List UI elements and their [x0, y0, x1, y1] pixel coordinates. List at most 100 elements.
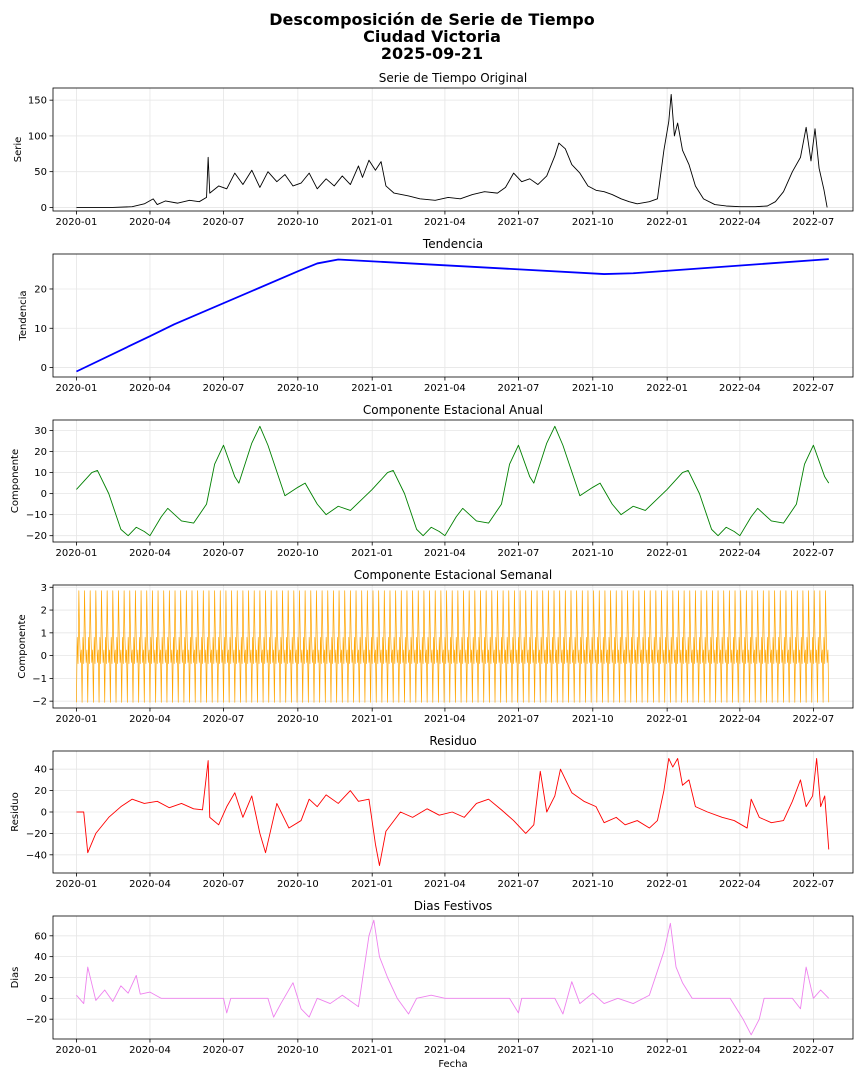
x-tick-label: 2022-07	[793, 548, 835, 559]
x-tick-label: 2020-07	[203, 714, 245, 725]
x-tick-label: 2021-10	[572, 217, 614, 228]
x-tick-label: 2021-01	[351, 383, 393, 394]
x-tick-label: 2022-01	[646, 714, 688, 725]
subplot-title: Serie de Tiempo Original	[379, 71, 527, 85]
y-tick-label: −2	[32, 697, 47, 708]
y-axis-label: Componente	[10, 449, 21, 513]
y-axis-label: Componente	[17, 614, 28, 678]
series-line	[76, 425, 830, 537]
x-tick-label: 2021-10	[572, 1045, 614, 1056]
y-tick-label: 40	[34, 952, 47, 963]
x-tick-label: 2022-04	[719, 1045, 761, 1056]
figure-title-line-1: Descomposición de Serie de Tiempo	[269, 10, 595, 29]
x-tick-label: 2021-04	[424, 383, 466, 394]
y-tick-label: 2	[41, 606, 47, 617]
y-tick-label: 0	[41, 203, 47, 214]
subplot-title: Componente Estacional Anual	[363, 403, 543, 417]
subplot-title: Componente Estacional Semanal	[354, 568, 552, 582]
x-tick-label: 2022-04	[719, 217, 761, 228]
y-tick-label: 60	[34, 931, 47, 942]
x-tick-label: 2021-01	[351, 548, 393, 559]
y-axis-label: Dias	[10, 967, 21, 989]
y-tick-label: 3	[41, 583, 47, 594]
subplot-4: 2020-01 2020-04 2020-07 2020-10 2021-01 2021-…	[17, 568, 854, 725]
subplot-3: 2020-01 2020-04 2020-07 2020-10 2021-01 2021-…	[10, 403, 854, 559]
x-tick-label: 2021-04	[424, 1045, 466, 1056]
y-tick-label: 10	[34, 324, 47, 335]
x-tick-label: 2022-07	[793, 1045, 835, 1056]
y-tick-label: −20	[26, 1015, 47, 1026]
y-tick-label: −20	[26, 531, 47, 542]
x-tick-label: 2022-04	[719, 383, 761, 394]
x-tick-label: 2020-07	[203, 1045, 245, 1056]
figure-title-line-3: 2025-09-21	[380, 44, 484, 63]
x-tick-label: 2020-04	[129, 1045, 171, 1056]
x-tick-label: 2021-10	[572, 383, 614, 394]
series-line	[76, 919, 830, 1036]
x-tick-label: 2021-10	[572, 548, 614, 559]
y-tick-label: 0	[41, 651, 47, 662]
x-tick-label: 2021-07	[498, 879, 540, 890]
x-tick-label: 2021-04	[424, 548, 466, 559]
x-tick-label: 2022-01	[646, 383, 688, 394]
x-tick-label: 2022-07	[793, 383, 835, 394]
x-tick-label: 2020-04	[129, 548, 171, 559]
x-tick-label: 2020-01	[56, 383, 98, 394]
x-tick-label: 2022-01	[646, 217, 688, 228]
y-tick-label: 0	[41, 489, 47, 500]
x-tick-label: 2022-01	[646, 1045, 688, 1056]
axes-frame	[52, 253, 854, 378]
x-tick-label: 2022-07	[793, 714, 835, 725]
y-tick-label: 150	[28, 96, 47, 107]
x-tick-label: 2020-01	[56, 1045, 98, 1056]
subplot-1: 2020-01 2020-04 2020-07 2020-10 2021-01 2021-…	[13, 71, 854, 228]
y-tick-label: 0	[41, 363, 47, 374]
axes-frame	[52, 419, 854, 543]
y-tick-label: 0	[41, 994, 47, 1005]
x-tick-label: 2020-01	[56, 217, 98, 228]
x-tick-label: 2021-04	[424, 217, 466, 228]
x-tick-label: 2020-04	[129, 383, 171, 394]
x-tick-label: 2020-10	[277, 383, 319, 394]
subplot-title: Tendencia	[422, 237, 483, 251]
x-tick-label: 2020-07	[203, 217, 245, 228]
x-tick-label: 2022-07	[793, 217, 835, 228]
x-tick-label: 2021-07	[498, 714, 540, 725]
axes-frame	[52, 87, 854, 212]
y-tick-label: 0	[41, 808, 47, 819]
y-tick-label: −1	[32, 674, 47, 685]
y-tick-label: 40	[34, 765, 47, 776]
subplot-title: Dias Festivos	[414, 899, 493, 913]
subplot-2: 2020-01 2020-04 2020-07 2020-10 2021-01 2021-…	[18, 237, 854, 394]
x-tick-label: 2021-04	[424, 714, 466, 725]
x-tick-label: 2020-04	[129, 217, 171, 228]
y-tick-label: 30	[34, 426, 47, 437]
subplot-6: 2020-01 2020-04 2020-07 2020-10 2021-01 2021-…	[10, 899, 854, 1070]
x-tick-label: 2020-01	[56, 714, 98, 725]
x-tick-label: 2020-01	[56, 548, 98, 559]
x-tick-label: 2021-01	[351, 1045, 393, 1056]
x-axis-label: Fecha	[438, 1059, 467, 1070]
x-tick-label: 2020-07	[203, 548, 245, 559]
axes-frame	[52, 584, 854, 709]
x-tick-label: 2020-04	[129, 879, 171, 890]
x-tick-label: 2022-04	[719, 548, 761, 559]
x-tick-label: 2022-04	[719, 879, 761, 890]
x-tick-label: 2021-01	[351, 714, 393, 725]
y-tick-label: 20	[34, 284, 47, 295]
x-tick-label: 2022-01	[646, 548, 688, 559]
y-tick-label: 20	[34, 973, 47, 984]
y-tick-label: 20	[34, 786, 47, 797]
y-tick-label: −20	[26, 829, 47, 840]
series-line	[76, 93, 828, 208]
x-tick-label: 2020-10	[277, 714, 319, 725]
x-tick-label: 2020-10	[277, 217, 319, 228]
y-tick-label: 50	[34, 167, 47, 178]
x-tick-label: 2020-04	[129, 714, 171, 725]
x-tick-label: 2022-04	[719, 714, 761, 725]
y-tick-label: 100	[28, 131, 47, 142]
x-tick-label: 2020-01	[56, 879, 98, 890]
x-tick-label: 2021-10	[572, 879, 614, 890]
series-line	[76, 258, 829, 373]
